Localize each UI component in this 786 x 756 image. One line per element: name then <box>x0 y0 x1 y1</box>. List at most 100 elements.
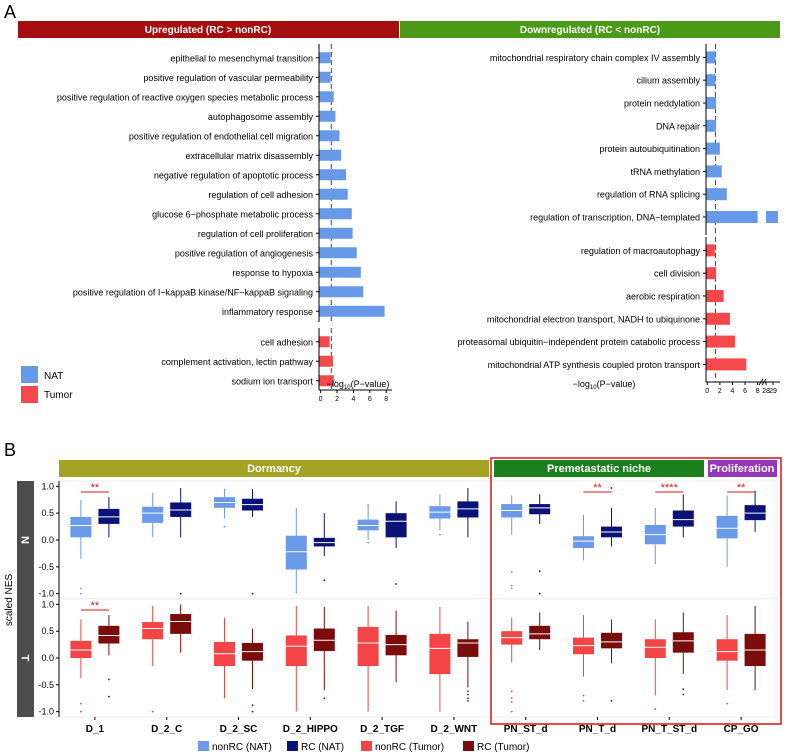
panel-a-legend: NAT Tumor <box>21 366 73 403</box>
panel-a-right-plot: mitochondrial respiratory chain complex … <box>458 44 780 395</box>
x-tick-label: 2 <box>335 396 339 403</box>
box-outlier <box>654 708 657 710</box>
box <box>142 506 164 523</box>
bar <box>706 211 758 223</box>
box <box>429 633 451 675</box>
bar <box>319 208 352 220</box>
down-strip-label: Downregulated (RC < nonRC) <box>520 25 660 36</box>
box-outlier <box>510 587 513 590</box>
x-tick-label: 4 <box>351 396 355 403</box>
legend-rc-nat-label: RC (NAT) <box>301 742 344 753</box>
panel-a-left-xlabel: −log10(P−value) <box>327 379 390 391</box>
panel-b-ylabel: scaled NES <box>4 574 15 627</box>
bar <box>706 358 747 371</box>
category-label: protein neddylation <box>624 99 700 109</box>
y-tick-label: -1.0 <box>38 707 54 717</box>
category-label: autophagosome assembly <box>208 112 314 122</box>
category-label: D_2_HIPPO <box>283 724 338 735</box>
dormancy-strip <box>59 460 489 477</box>
category-label: mitochondrial respiratory chain complex … <box>490 53 701 63</box>
box <box>70 516 92 538</box>
box <box>142 622 164 640</box>
category-label: CP_GO <box>724 724 759 735</box>
bar <box>706 119 717 132</box>
significance-label: ** <box>593 482 602 494</box>
box-outlier <box>467 697 469 700</box>
box-outlier <box>510 584 513 587</box>
category-label: cilium assembly <box>636 76 700 86</box>
y-tick-label: 1.0 <box>41 599 54 609</box>
y-tick-label: -0.5 <box>38 562 54 572</box>
y-tick-label: 0.0 <box>41 535 54 545</box>
box-panel-bg <box>58 598 778 718</box>
box <box>385 513 407 538</box>
x-tick-label: 6 <box>368 396 372 403</box>
box-outlier <box>510 697 513 700</box>
category-label: epithelial to mesenchymal transition <box>170 53 313 63</box>
x-tick-label: 0 <box>319 396 323 403</box>
premet-strip-label: Premetastatic niche <box>547 463 651 475</box>
y-tick-label: -1.0 <box>38 589 54 599</box>
row-strip-n-label: N <box>19 536 31 544</box>
highlight-box <box>490 457 782 725</box>
legend-nat-swatch <box>21 366 38 383</box>
box-outlier <box>251 592 254 595</box>
bar <box>319 110 336 122</box>
box <box>601 632 622 649</box>
category-label: regulation of RNA splicing <box>597 190 700 200</box>
category-label: DNA repair <box>656 121 700 131</box>
category-label: PN_ST_d <box>504 724 548 735</box>
bar <box>706 335 735 348</box>
category-label: regulation of macroautophagy <box>581 246 701 256</box>
box-panel-bg <box>58 480 778 600</box>
box-outlier <box>510 710 513 713</box>
box-outlier <box>682 693 685 696</box>
down-strip <box>400 21 780 38</box>
category-label: D_2_TGF <box>360 724 404 735</box>
category-label: positive regulation of reactive oxygen s… <box>57 92 314 102</box>
category-label: mitochondrial electron transport, NADH t… <box>487 314 700 324</box>
box <box>529 504 551 515</box>
legend-nonrc-tumor-label: nonRC (Tumor) <box>375 742 444 753</box>
x-tick-label: 2 <box>718 388 722 395</box>
box <box>573 536 594 549</box>
category-label: positive regulation of endothelial cell … <box>129 131 313 141</box>
box <box>672 632 694 653</box>
significance-label: ** <box>737 482 746 494</box>
box-outlier <box>108 695 110 698</box>
bar <box>319 149 342 161</box>
bar <box>319 247 357 259</box>
axis-break-mark <box>761 378 767 386</box>
bar <box>319 336 330 348</box>
x-tick-label: 29 <box>769 388 777 395</box>
box-outlier <box>538 592 541 595</box>
box-outlier <box>510 701 513 703</box>
x-tick-label: 8 <box>384 396 388 403</box>
legend-tumor-swatch <box>21 386 38 403</box>
bar <box>319 91 334 103</box>
panel-b-plot: 1.00.50.0-0.5-1.01.00.50.0-0.5-1.0D_1 D_2… <box>38 480 778 735</box>
bar <box>319 266 361 278</box>
panel-a-label: A <box>4 2 16 22</box>
axis-break-mark <box>758 378 764 386</box>
box-outlier <box>223 525 226 528</box>
legend-nonrc-nat-label: nonRC (NAT) <box>212 742 272 753</box>
dormancy-strip-label: Dormancy <box>247 463 302 475</box>
category-label: positive regulation of vascular permeabi… <box>143 73 313 83</box>
box-outlier <box>439 533 441 536</box>
x-tick-label: 6 <box>743 388 747 395</box>
box-outlier <box>367 504 369 507</box>
category-label: proteasomal ubiquitin−independent protei… <box>458 337 701 347</box>
box <box>716 515 738 539</box>
panel-b-label: B <box>4 440 16 460</box>
legend-nonrc-nat-swatch <box>198 741 209 751</box>
box <box>357 626 379 667</box>
box-outlier <box>467 693 469 696</box>
box <box>529 625 551 640</box>
bar-broken-segment <box>766 211 778 223</box>
bar <box>706 244 715 257</box>
category-label: tRNA methylation <box>630 167 700 177</box>
category-label: regulation of cell adhesion <box>208 190 313 200</box>
category-label: glucose 6−phosphate metabolic process <box>152 209 313 219</box>
